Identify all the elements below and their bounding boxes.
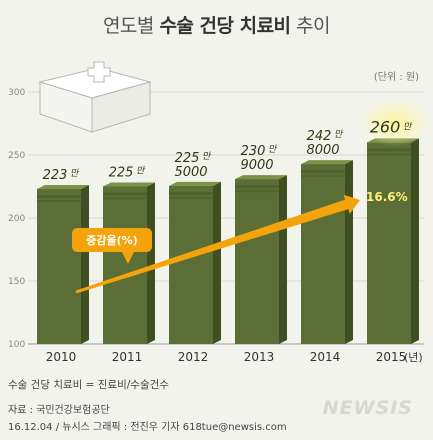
bar-side (345, 160, 353, 344)
bar-side (147, 182, 155, 344)
bar-band (301, 175, 345, 178)
y-tick-label: 100 (8, 340, 25, 350)
data-label-remainder: 8000 (306, 143, 339, 158)
data-label-remainder: 9000 (240, 158, 273, 173)
newsis-logo: NEWSIS (322, 397, 413, 419)
bar-band (103, 197, 147, 200)
title-main: 수술 건당 치료비 (159, 15, 291, 37)
bar-band (301, 170, 345, 174)
data-label-unit: 만 (268, 144, 278, 155)
bar-band (169, 191, 213, 195)
data-label: 242 (307, 129, 332, 144)
data-label: 223 (43, 168, 68, 183)
source-line-1: 자료 : 국민건강보험공단 (8, 405, 110, 416)
trend-callout-label: 증감율(%) (86, 233, 137, 247)
highlight-glow (359, 98, 431, 147)
data-label: 225 (175, 151, 200, 166)
y-tick-label: 250 (8, 151, 25, 161)
bar-side (411, 138, 419, 344)
bar-band (235, 190, 279, 193)
data-label-unit: 만 (403, 121, 413, 132)
x-tick-label: 2013 (244, 350, 275, 364)
data-label-unit: 만 (70, 168, 80, 179)
bar (235, 179, 279, 344)
bar (367, 142, 411, 344)
x-tick-label: 2015 (376, 350, 407, 364)
bar-top (235, 175, 287, 180)
data-label: 260 (370, 117, 401, 136)
bar-band (367, 148, 411, 152)
trend-value-label: 16.6% (366, 190, 408, 204)
data-label-unit: 만 (202, 151, 212, 162)
unit-label: (단위 : 원) (373, 72, 419, 83)
x-tick-label: 2011 (112, 350, 143, 364)
bar (301, 164, 345, 344)
bar-band (235, 185, 279, 189)
x-tick-label: 2012 (178, 350, 209, 364)
data-label: 225 (109, 166, 134, 181)
title-suffix: 추이 (290, 15, 331, 37)
bar-band (169, 196, 213, 199)
source-line-2: 16.12.04 / 뉴시스 그래픽 : 전진우 기자 618tue@newsi… (8, 422, 287, 433)
bar-side (279, 175, 287, 344)
bar-top (37, 185, 89, 190)
bar (103, 186, 147, 344)
bar (37, 189, 81, 344)
formula-note: 수술 건당 치료비 = 진료비/수술건수 (8, 379, 169, 391)
bar-top (169, 181, 221, 186)
title-prefix: 연도별 (102, 15, 160, 37)
trend-arrow (75, 194, 360, 294)
bar-band (103, 192, 147, 196)
bar-top (301, 160, 353, 165)
bar-band (367, 153, 411, 156)
data-label-unit: 만 (136, 166, 146, 177)
x-tick-label: 2014 (310, 350, 341, 364)
data-label-remainder: 5000 (174, 165, 207, 180)
source-note: 자료 : 국민건강보험공단 16.12.04 / 뉴시스 그래픽 : 전진우 기… (8, 402, 287, 436)
x-tick-label: 2010 (46, 350, 77, 364)
medical-cross-icon (87, 61, 111, 83)
bar-side (213, 181, 221, 344)
chart-title: 연도별 수술 건당 치료비 추이 (0, 11, 433, 38)
building-right-wall-illustration (91, 81, 151, 133)
bar-band (37, 200, 81, 203)
x-unit-label: (년) (404, 351, 423, 364)
data-label-unit: 만 (334, 129, 344, 140)
bar (169, 185, 213, 344)
trend-callout-bubble (72, 228, 152, 264)
bar-top (103, 182, 155, 187)
y-tick-label: 150 (8, 277, 25, 287)
y-tick-label: 300 (8, 88, 25, 98)
bar-side (81, 185, 89, 344)
y-tick-label: 200 (8, 214, 25, 224)
data-label: 230 (241, 144, 266, 159)
bar-band (37, 195, 81, 199)
